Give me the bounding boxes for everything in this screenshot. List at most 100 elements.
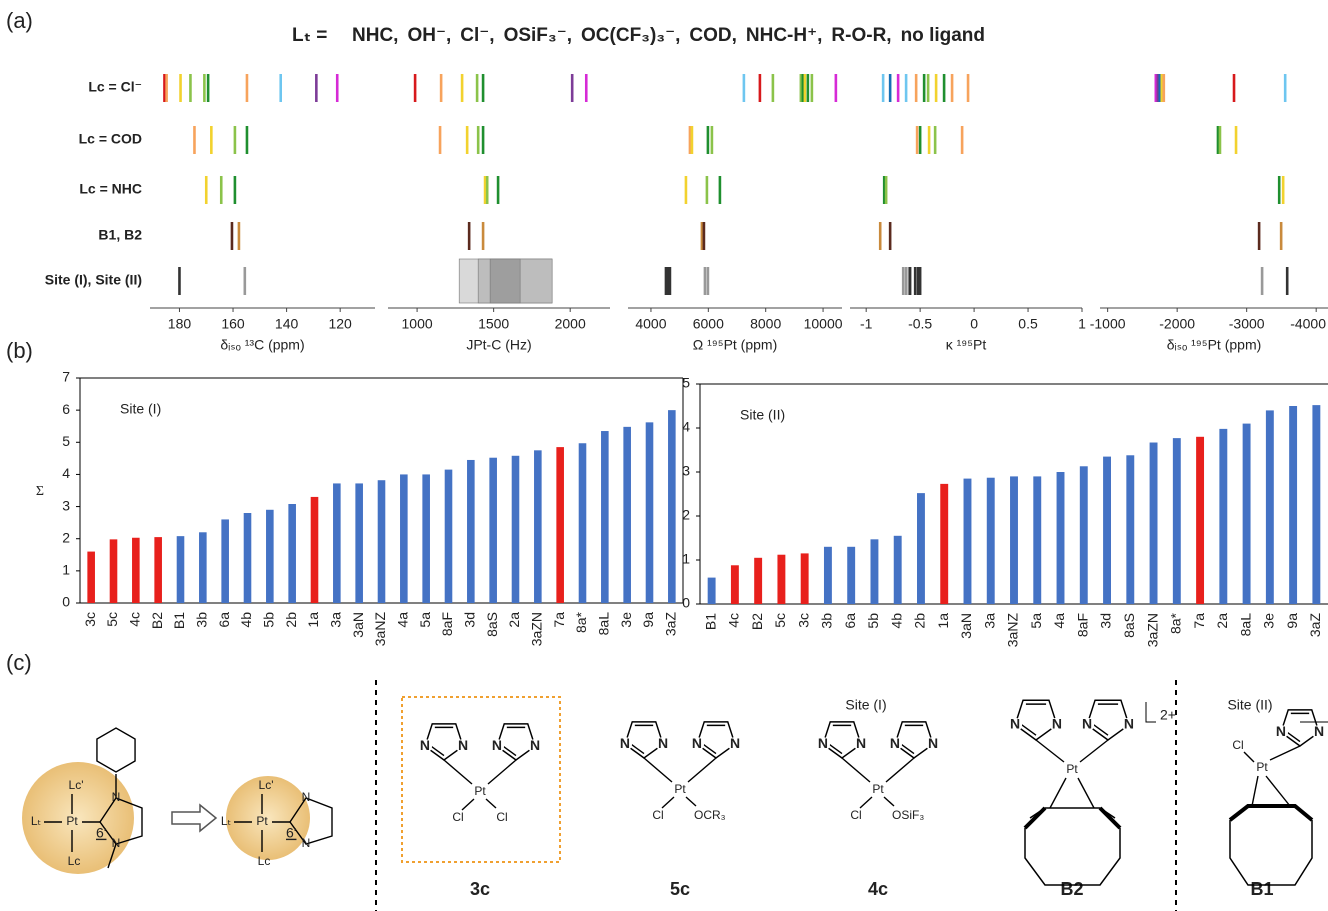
x-tick-label: 3e	[618, 612, 634, 628]
y-tick-label: 0	[62, 594, 70, 610]
atom-label: Pt	[674, 782, 686, 796]
ring	[1086, 699, 1130, 741]
atom-label: N	[530, 737, 540, 753]
y-tick-label: 5	[62, 433, 70, 449]
atom-label: N	[302, 790, 311, 804]
bond	[1035, 739, 1065, 763]
site-index: 6'	[96, 825, 106, 841]
bar	[1149, 442, 1158, 604]
bar	[623, 426, 631, 603]
bar	[1172, 438, 1181, 604]
atom-label: Pt	[256, 814, 268, 828]
atom-bg	[1049, 717, 1064, 732]
bar	[668, 410, 676, 603]
bar	[823, 546, 832, 604]
atom-bg	[617, 737, 632, 752]
x-tick-label: 8aF	[1074, 613, 1090, 637]
bar	[578, 443, 587, 603]
legend-entry: OH⁻,	[407, 25, 451, 46]
bond	[661, 796, 675, 809]
atom-label: N	[1010, 716, 1020, 732]
bar	[870, 539, 879, 604]
atom-label: Lc	[68, 854, 81, 868]
bar	[355, 483, 363, 603]
atom-bg	[528, 739, 543, 754]
x-tick-label: 1000	[402, 316, 433, 332]
bar	[1033, 476, 1042, 604]
y-tick-label: 0	[682, 595, 690, 611]
bar	[601, 431, 609, 603]
bond	[1079, 739, 1109, 763]
x-tick-label: 4c	[726, 613, 742, 628]
atom-label: N	[890, 735, 900, 751]
range-band	[489, 258, 521, 304]
atom-bg	[1008, 717, 1023, 732]
bond	[1243, 751, 1255, 763]
x-tick-label: 3aZ	[1307, 613, 1323, 638]
bar	[243, 513, 252, 603]
atom-label: Cl	[652, 808, 663, 822]
y-tick-label: 1	[682, 551, 690, 567]
bond	[1091, 722, 1109, 736]
y-tick-label: 2	[62, 529, 70, 545]
bond	[841, 757, 871, 783]
bond	[885, 757, 915, 783]
ring	[289, 797, 333, 845]
bar	[1079, 466, 1088, 604]
bond	[643, 757, 673, 783]
x-tick-label: 2b	[283, 612, 299, 628]
atom-bg	[854, 737, 869, 752]
atom-label: Lc'	[69, 778, 84, 792]
bond	[859, 796, 873, 809]
x-tick-label: 3aN	[958, 613, 974, 639]
atom-bg	[656, 737, 671, 752]
compound-name: 4c	[868, 879, 888, 899]
atom-label: OSiF₃	[892, 808, 924, 822]
x-tick-label: 3b	[819, 613, 835, 629]
x-tick-label: 8aS	[1121, 613, 1137, 638]
y-tick-label: 4	[62, 465, 70, 481]
x-tick-label: 1a	[305, 612, 321, 628]
atom-bg	[1080, 717, 1095, 732]
x-tick-label: 140	[275, 316, 299, 332]
x-tick-label: 3d	[1098, 613, 1114, 629]
atom-label: N	[658, 735, 668, 751]
ring	[1014, 699, 1058, 741]
x-tick-label: 3aZ	[663, 612, 679, 637]
legend-entry: COD,	[689, 25, 737, 46]
cod-ring	[1229, 820, 1313, 886]
atom-label: N	[1124, 716, 1134, 732]
bar	[986, 477, 995, 604]
x-tick-label: 9a	[1284, 613, 1300, 629]
bar	[333, 483, 341, 603]
bond	[1269, 745, 1301, 761]
x-tick-label: 7a	[1191, 613, 1207, 629]
atom-bg	[815, 737, 830, 752]
x-tick-label: 4c	[127, 612, 143, 627]
x-axis-label: δᵢₛₒ ¹⁹⁵Pt (ppm)	[1167, 337, 1262, 353]
x-tick-label: -1	[860, 316, 873, 332]
bond	[883, 796, 895, 807]
x-tick-label: 3a	[328, 612, 344, 628]
x-tick-label: 5b	[865, 613, 881, 629]
x-tick-label: 3aZN	[1144, 613, 1160, 647]
site-label: Site (II)	[1227, 697, 1272, 713]
highlight-box	[401, 696, 561, 863]
bar	[1219, 428, 1228, 604]
atom-label: N	[492, 737, 502, 753]
x-tick-label: 5c	[104, 612, 120, 627]
x-tick-label: -0.5	[908, 316, 932, 332]
site-sphere	[22, 762, 134, 874]
x-tick-label: 3b	[194, 612, 210, 628]
x-tick-label: 3aNZ	[372, 612, 388, 647]
atom-bg	[417, 739, 432, 754]
atom-label: Lₜ	[221, 814, 231, 828]
x-tick-label: 8aL	[1237, 613, 1253, 637]
x-tick-label: 6a	[216, 612, 232, 628]
legend-entry: R-O-R,	[831, 25, 891, 46]
atom-label: Pt	[872, 782, 884, 796]
bar	[400, 474, 408, 603]
atom-label: Pt	[66, 814, 78, 828]
bar	[847, 546, 856, 604]
